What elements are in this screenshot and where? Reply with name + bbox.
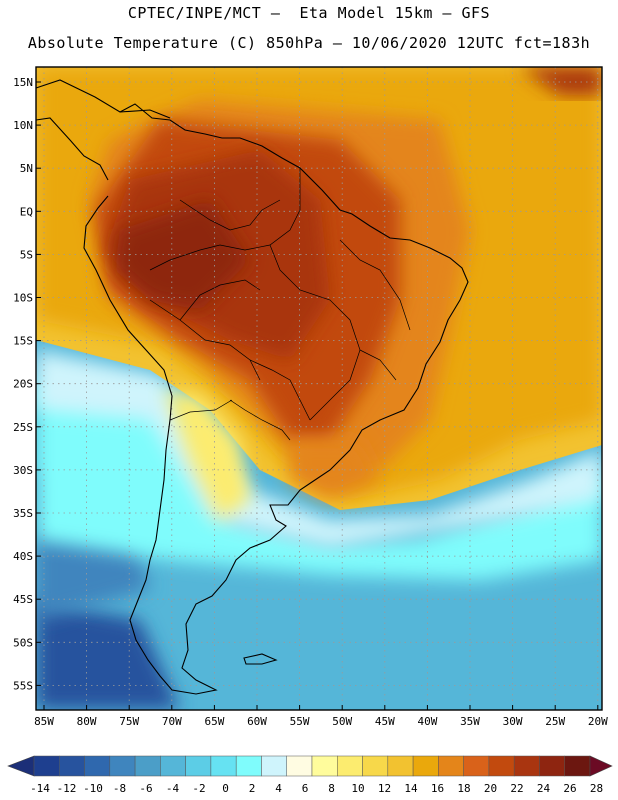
colorbar-label: 6: [301, 782, 309, 795]
colorbar-swatch: [412, 755, 439, 777]
colorbar-label: -6: [139, 782, 153, 795]
colorbar-label: -4: [165, 782, 180, 795]
colorbar-label: 10: [351, 782, 365, 795]
colorbar-label: 14: [404, 782, 418, 795]
colorbar-swatch: [59, 755, 85, 777]
colorbar-swatch: [362, 755, 389, 777]
lon-label: 55W: [290, 715, 310, 728]
colorbar-label: 22: [510, 782, 524, 795]
lat-label: 10N: [13, 119, 33, 132]
lat-label: 10S: [13, 292, 33, 305]
chart-subtitle: Absolute Temperature (C) 850hPa – 10/06/…: [27, 34, 591, 52]
colorbar-swatch: [564, 755, 591, 777]
lon-label: 65W: [204, 715, 224, 728]
lon-label: 35W: [460, 715, 480, 728]
map-frame: [35, 66, 603, 711]
lat-label: EQ: [20, 205, 33, 218]
lon-label: 40W: [417, 715, 437, 728]
colorbar-swatch: [463, 755, 490, 777]
coastlines: [35, 79, 469, 695]
lat-label: 40S: [13, 550, 33, 563]
colorbar-swatch: [387, 755, 414, 777]
colorbar-label: 24: [536, 782, 551, 795]
lon-label: 45W: [375, 715, 395, 728]
lon-label: 50W: [332, 715, 352, 728]
colorbar-label: 8: [328, 782, 335, 795]
lat-label: 45S: [13, 593, 33, 606]
colorbar-label: -8: [112, 782, 127, 795]
lon-label: 20W: [588, 715, 608, 728]
colorbar-low-arrow: [7, 755, 35, 777]
lat-label: 15S: [13, 335, 33, 348]
colorbar-swatch: [84, 755, 111, 777]
colorbar-high-arrow: [589, 755, 613, 777]
colorbar-swatch: [235, 755, 262, 777]
colorbar-swatch: [261, 755, 287, 777]
lat-label: 35S: [13, 507, 33, 520]
colorbar-swatch: [210, 755, 237, 777]
chart-title: CPTEC/INPE/MCT – Eta Model 15km – GFS: [127, 4, 491, 22]
lat-label: 20S: [13, 378, 33, 391]
lat-label: 55S: [13, 679, 33, 692]
colorbar-swatch: [539, 755, 565, 777]
lat-label: 50S: [13, 636, 33, 649]
lat-label: 25S: [13, 421, 33, 434]
boundaries: [149, 168, 411, 441]
lat-label: 5N: [20, 162, 33, 175]
colorbar-label: 16: [430, 782, 445, 795]
colorbar-label: -12: [56, 782, 77, 795]
colorbar-label: 20: [483, 782, 498, 795]
colorbar-swatch: [513, 755, 540, 777]
colorbar-label: 4: [275, 782, 282, 795]
colorbar-swatch: [337, 755, 363, 777]
colorbar-label: 28: [589, 782, 604, 795]
lon-label: 60W: [247, 715, 267, 728]
colorbar-label: 18: [457, 782, 471, 795]
lon-label: 70W: [162, 715, 182, 728]
colorbar-swatch: [160, 755, 186, 777]
colorbar: [7, 755, 613, 777]
lon-label: 30W: [503, 715, 523, 728]
lon-label: 85W: [34, 715, 54, 728]
longitude-labels: 85W 80W 75W 70W 65W 60W 55W 50W 45W 40W 35W 30W 25W 2…: [34, 705, 608, 728]
colorbar-swatch: [286, 755, 313, 777]
lat-label: 5S: [20, 248, 33, 261]
colorbar-label: -2: [192, 782, 206, 795]
latitude-labels: 15N 10N 5N EQ 5S 10S 15S 20S 25S 30S 35S 40S 45S 50S 5…: [13, 76, 41, 692]
lon-label: 75W: [119, 715, 139, 728]
colorbar-label: -14: [30, 782, 50, 795]
lat-label: 15N: [13, 76, 33, 89]
colorbar-swatch: [311, 755, 338, 777]
colorbar-label: 2: [248, 782, 256, 795]
lon-label: 25W: [545, 715, 565, 728]
colorbar-label: 0: [222, 782, 229, 795]
lon-label: 80W: [77, 715, 97, 728]
colorbar-label: 12: [377, 782, 392, 795]
colorbar-swatch: [438, 755, 464, 777]
colorbar-swatch: [134, 755, 161, 777]
lat-label: 30S: [13, 464, 33, 477]
colorbar-swatch: [185, 755, 212, 777]
colorbar-swatch: [109, 755, 136, 777]
colorbar-swatch: [488, 755, 515, 777]
temperature-field: [36, 67, 602, 710]
graticule: [36, 67, 602, 710]
colorbar-label: -10: [83, 782, 103, 795]
colorbar-label: 26: [563, 782, 577, 795]
colorbar-swatch: [33, 755, 60, 777]
